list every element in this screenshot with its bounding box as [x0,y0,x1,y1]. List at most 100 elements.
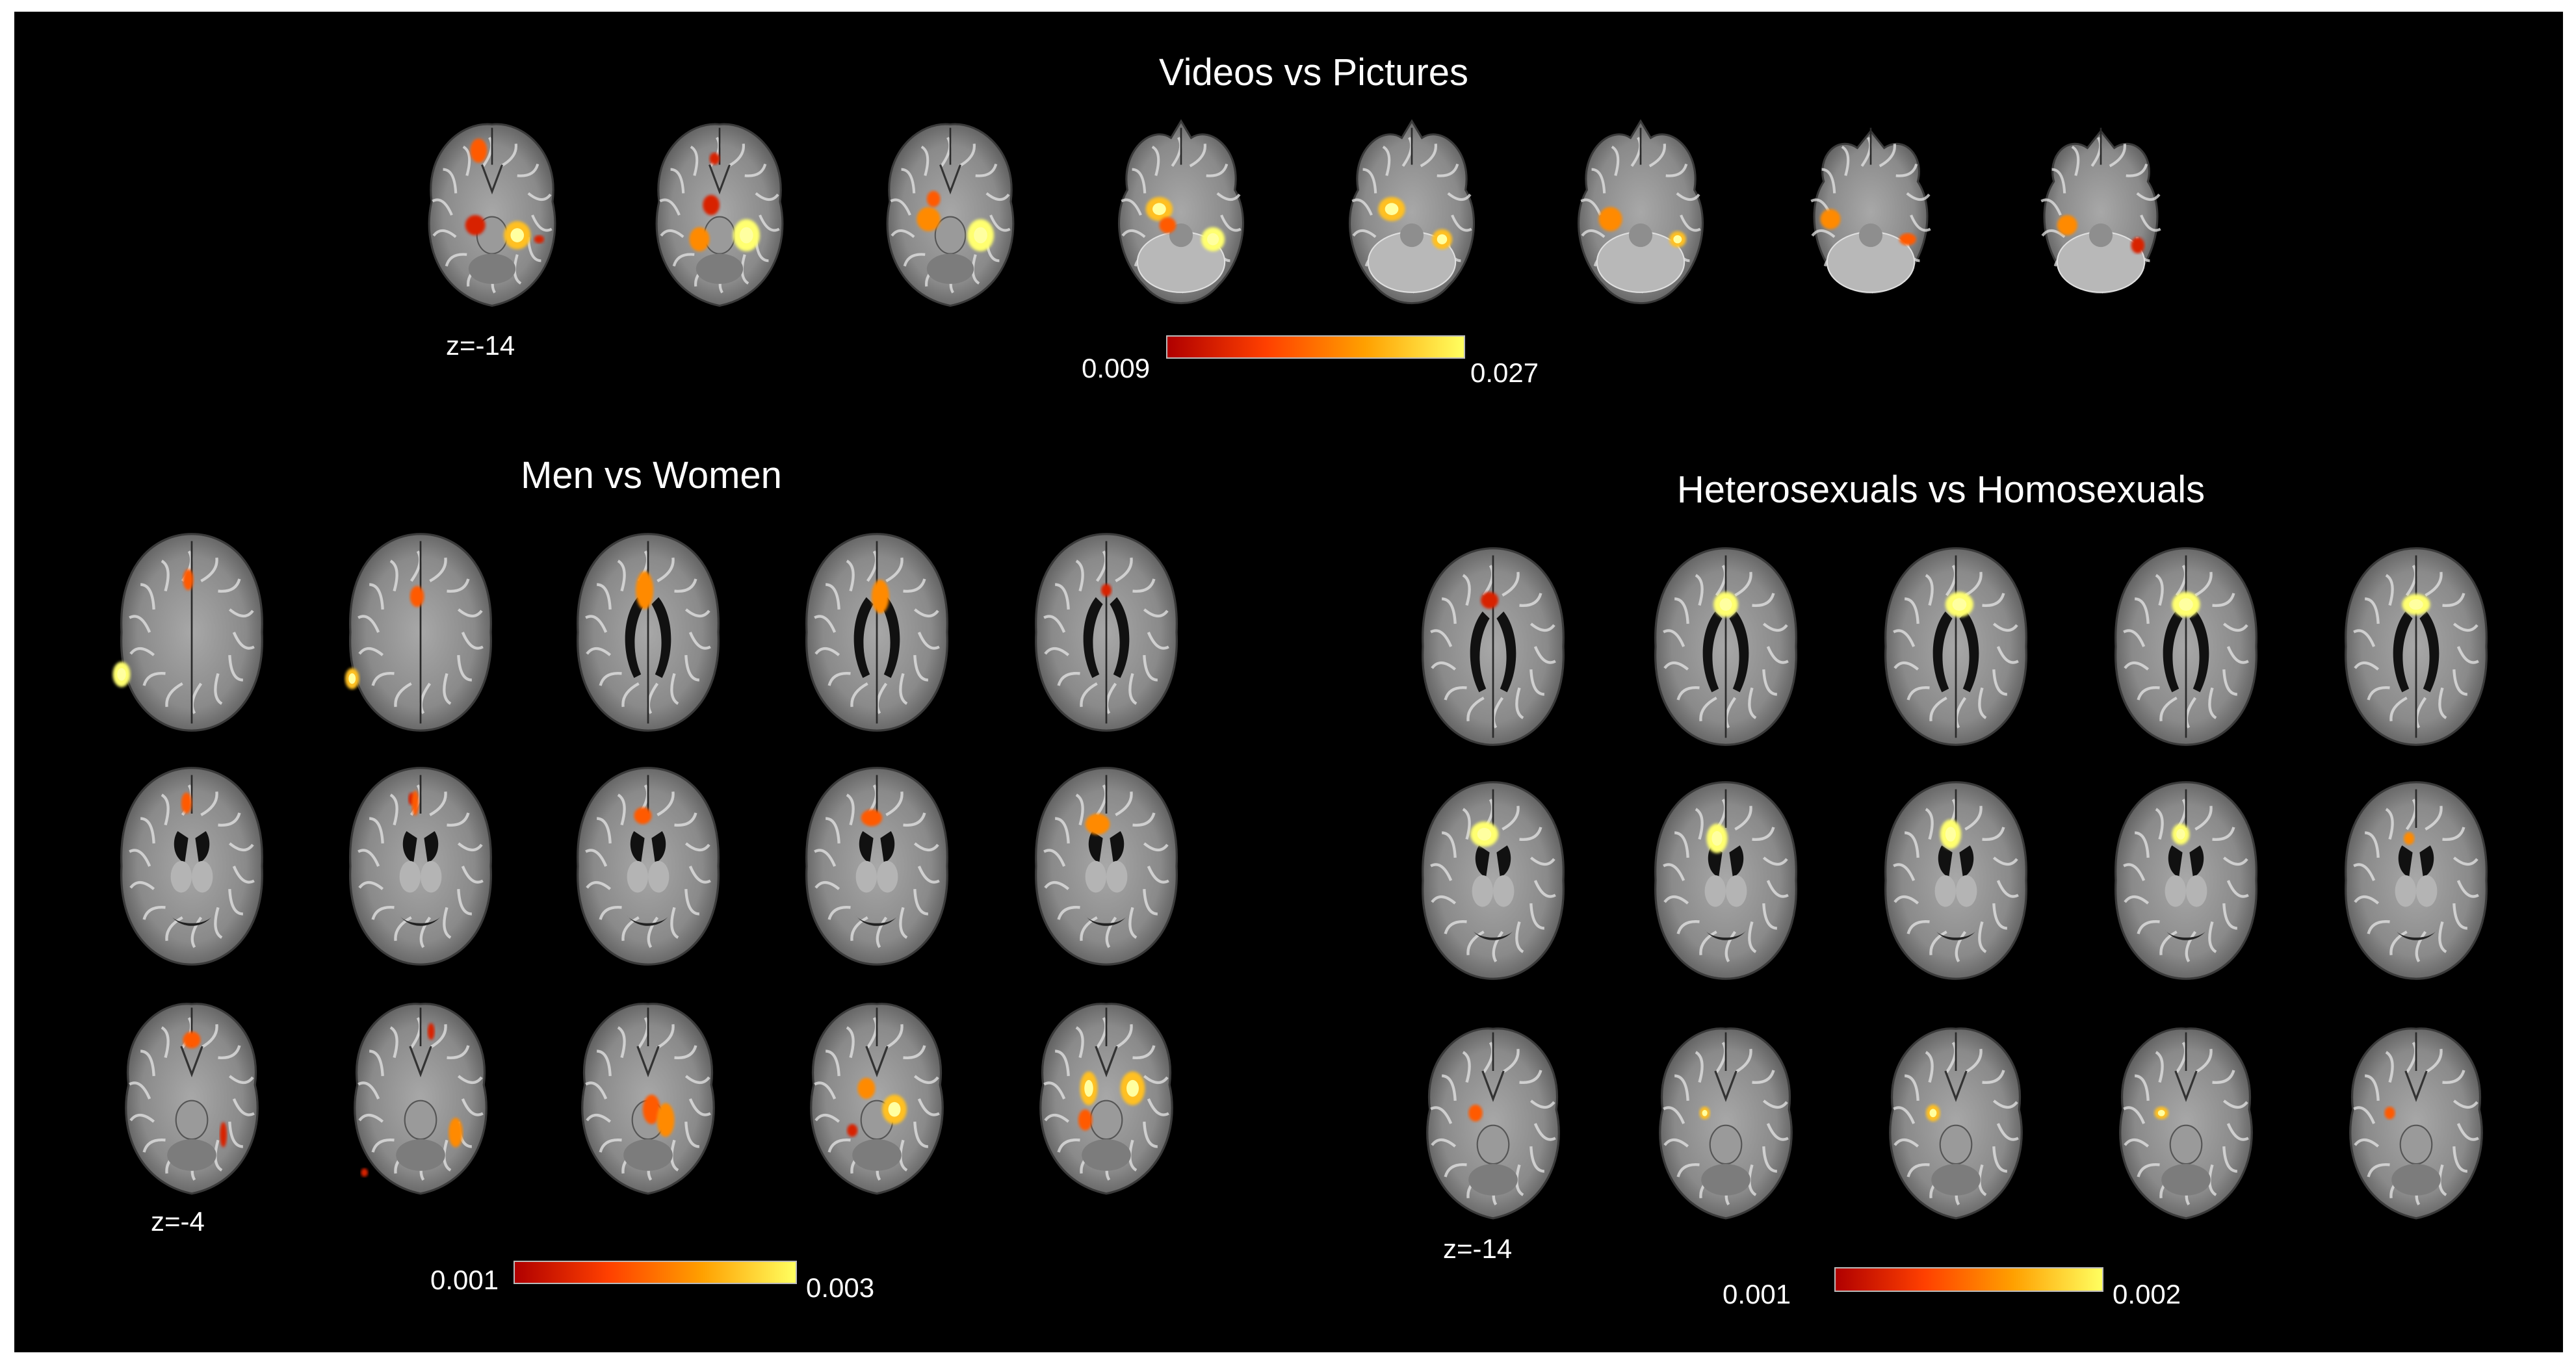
brain-gyri [1893,799,2019,962]
brain-inner-structures [1470,611,1516,693]
brain-slice-men-vs-women-r1-c1 [104,525,280,740]
brain-slice-videos-vs-pictures-6 [1556,114,1725,316]
brain-inner-structures [1826,223,1916,293]
brain-inner-structures [1931,1070,1981,1196]
activation-blob-peak [888,1101,901,1117]
brain-inner-structures [2161,1070,2211,1196]
brain-outline [1654,781,1797,980]
brain-slice-men-vs-women-r3-c5 [1019,992,1194,1206]
brain-inner-structures [1472,845,1515,940]
brain-outline [886,123,1015,307]
activation-blob [411,790,419,816]
activation-blob [2057,215,2077,235]
brain-slice-men-vs-women-r2-c2 [333,759,508,973]
brain-outline [1889,1027,2023,1220]
brain-slice-hetero-vs-homo-r2-c2 [1638,773,1814,988]
activation-blob [657,1103,675,1137]
brain-slice-videos-vs-pictures-8 [2016,114,2185,316]
brain-gyri [814,550,940,714]
brain-inner-structures [2163,611,2209,693]
activation-blob [534,235,545,244]
activation-blob-peak [2409,599,2423,610]
brain-inner-structures [696,164,744,284]
brain-outline [2349,1027,2483,1220]
activation-blob [427,1023,435,1040]
brain-inner-structures [2391,1070,2441,1196]
activation-blob [1481,591,1499,609]
brain-inner-structures [1085,831,1128,926]
activation-blob-peak [1929,1109,1937,1118]
activation-blob-peak [1084,1079,1093,1097]
brain-outline [1426,1027,1560,1220]
brain-inner-structures [1468,1070,1518,1196]
brain-slice-men-vs-women-r2-c4 [789,759,965,973]
brain-slice-hetero-vs-homo-r3-c1 [1405,1016,1581,1231]
brain-gyri [814,784,940,948]
brain-inner-structures [1082,1046,1131,1171]
activation-blob [220,1122,227,1148]
activation-blob [861,809,883,827]
brain-slice-videos-vs-pictures-2 [635,114,804,316]
brain-inner-structures [2395,845,2438,940]
brain-outline [349,767,492,966]
activation-blob-peak [1702,1109,1708,1116]
brain-inner-structures [2056,223,2146,293]
activation-blob [2404,832,2415,845]
activation-blob [183,569,194,591]
brain-gyri [2353,799,2479,962]
brain-outline [1884,781,2027,980]
brain-slice-men-vs-women-r3-c1 [104,992,280,1206]
activation-blob-peak [1719,598,1732,611]
activation-blob-peak [117,668,126,681]
brain-outline [655,123,784,307]
colorbar-min-label-hetero-vs-homo: 0.001 [1723,1279,1791,1309]
brain-gyri [1663,565,1789,728]
brain-inner-structures [1701,1070,1750,1196]
activation-blob [1899,233,1916,246]
brain-inner-structures [1596,223,1685,293]
brain-slice-men-vs-women-r2-c1 [104,759,280,973]
activation-blob-peak [2176,829,2185,840]
z-label-hetero-vs-homo: z=-14 [1443,1233,1513,1264]
brain-inner-structures [1136,223,1226,293]
activation-blob-peak [974,227,987,244]
brain-inner-structures [926,164,974,284]
z-label-videos-vs-pictures: z=-14 [446,330,515,361]
brain-slice-hetero-vs-homo-r3-c4 [2098,1016,2274,1231]
brain-inner-structures [853,597,900,678]
brain-slice-hetero-vs-homo-r1-c4 [2098,539,2274,754]
brain-slice-videos-vs-pictures-7 [1786,114,1955,316]
activation-blob [1820,209,1841,229]
brain-inner-structures [2393,611,2439,693]
activation-blob [857,1077,876,1099]
activation-blob [2384,1107,2395,1120]
activation-blob [917,207,941,231]
brain-outline [2345,781,2488,980]
brain-outline [1035,767,1178,966]
brain-gyri [585,550,711,714]
colorbar-min-label-men-vs-women: 0.001 [430,1265,499,1295]
activation-blob [449,1118,463,1148]
colorbar-max-label-hetero-vs-homo: 0.002 [2113,1279,2181,1309]
activation-blob [871,580,889,613]
brain-inner-structures [2165,845,2207,940]
activation-blob [1159,217,1177,233]
brain-slice-hetero-vs-homo-r3-c5 [2328,1016,2504,1231]
brain-inner-structures [1702,611,1749,693]
activation-blob-peak [1126,1079,1139,1097]
activation-blob-peak [1437,234,1448,244]
activation-blob [1078,1109,1093,1131]
brain-inner-structures [396,1046,445,1171]
brain-outline [428,123,556,307]
activation-blob [689,227,710,251]
activation-blob [847,1124,858,1137]
brain-slice-hetero-vs-homo-r2-c1 [1405,773,1581,988]
brain-inner-structures [399,831,442,926]
brain-slice-videos-vs-pictures-1 [408,114,577,316]
activation-blob [410,585,424,608]
brain-gyri [2123,799,2249,962]
brain-slice-hetero-vs-homo-r2-c5 [2328,773,2504,988]
brain-outline [805,767,948,966]
activation-blob-peak [2157,1109,2165,1116]
brain-slice-videos-vs-pictures-4 [1097,114,1266,316]
